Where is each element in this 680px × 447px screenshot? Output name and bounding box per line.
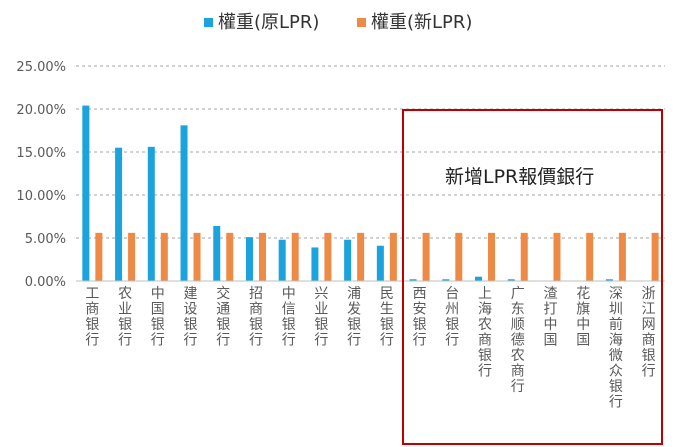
bar-original-11 xyxy=(442,279,450,281)
legend-swatch-new-lpr xyxy=(357,18,366,27)
x-tick-label: 建设银行 xyxy=(184,286,198,349)
x-tick-label: 交通银行 xyxy=(216,285,230,349)
bar-new-9 xyxy=(389,232,397,281)
bar-original-2 xyxy=(147,146,155,281)
bar-original-12 xyxy=(475,276,483,281)
x-tick-label: 西安银行 xyxy=(413,286,427,349)
bar-new-12 xyxy=(488,232,496,281)
bar-new-15 xyxy=(586,232,594,281)
x-axis-category-labels: 工商银行 农业银行 中国银行 建设银行 交通银行 招商银行 中信银行 兴业银行 浦发银行 民生银行… xyxy=(85,285,655,411)
bar-new-11 xyxy=(455,232,463,281)
x-tick-label: 中信银行 xyxy=(282,286,296,349)
bar-new-13 xyxy=(520,232,528,281)
bar-new-14 xyxy=(553,232,561,281)
x-tick-label: 台州银行 xyxy=(445,286,459,349)
y-tick-label: 20.00% xyxy=(16,103,66,118)
y-tick-label: 15.00% xyxy=(16,146,66,161)
bar-new-1 xyxy=(128,232,136,281)
bar-original-13 xyxy=(507,279,515,281)
bar-original-10 xyxy=(409,279,417,281)
y-tick-label: 10.00% xyxy=(16,189,66,204)
bar-new-16 xyxy=(618,232,626,281)
bar-original-0 xyxy=(82,105,90,281)
bar-original-9 xyxy=(376,245,384,281)
y-tick-label: 0.00% xyxy=(25,275,66,290)
bar-new-7 xyxy=(324,232,332,281)
x-tick-label: 农业银行 xyxy=(118,286,132,349)
bar-original-4 xyxy=(213,225,221,281)
bar-original-7 xyxy=(311,247,319,281)
bar-new-5 xyxy=(258,232,266,281)
x-tick-label: 中国银行 xyxy=(151,286,165,349)
bar-new-8 xyxy=(357,232,365,281)
x-tick-label: 民生银行 xyxy=(380,286,394,349)
bar-original-16 xyxy=(605,279,613,281)
x-tick-label: 渣打中国 xyxy=(543,286,557,349)
bar-original-1 xyxy=(115,147,123,281)
bar-original-5 xyxy=(245,237,253,281)
bar-original-3 xyxy=(180,125,188,281)
y-tick-label: 25.00% xyxy=(16,60,66,75)
bar-new-3 xyxy=(193,232,201,281)
x-tick-label: 花旗中国 xyxy=(576,286,590,349)
y-tick-label: 5.00% xyxy=(25,232,66,247)
annotation-box xyxy=(402,109,663,445)
bar-new-6 xyxy=(291,232,299,281)
x-tick-label: 招商银行 xyxy=(249,286,263,349)
bar-new-0 xyxy=(95,232,103,281)
x-tick-label: 浦发银行 xyxy=(347,286,361,349)
x-tick-label: 广东顺德农商行 xyxy=(511,286,525,395)
legend-label-new-lpr: 權重(新LPR) xyxy=(371,12,472,33)
gridlines xyxy=(76,65,665,239)
bar-original-6 xyxy=(278,239,286,281)
annotation-text: 新增LPR報價銀行 xyxy=(445,166,594,188)
legend: 權重(原LPR) 權重(新LPR) xyxy=(204,12,472,33)
legend-swatch-original-lpr xyxy=(204,18,213,27)
y-axis-tick-labels: 0.00% 5.00% 10.00% 15.00% 20.00% 25.00% xyxy=(16,60,66,290)
bar-new-4 xyxy=(226,232,234,281)
x-tick-label: 工商银行 xyxy=(85,286,99,349)
x-tick-label: 深圳前海微众银行 xyxy=(609,286,623,411)
bar-new-2 xyxy=(160,232,168,281)
x-tick-label: 浙江网商银行 xyxy=(642,286,656,380)
x-tick-label: 兴业银行 xyxy=(314,286,328,349)
legend-label-original-lpr: 權重(原LPR) xyxy=(218,12,319,33)
bar-original-8 xyxy=(344,239,352,281)
bar-new-10 xyxy=(422,232,430,281)
bar-new-17 xyxy=(651,232,659,281)
bars xyxy=(82,105,659,281)
x-tick-label: 上海农商银行 xyxy=(478,286,492,380)
